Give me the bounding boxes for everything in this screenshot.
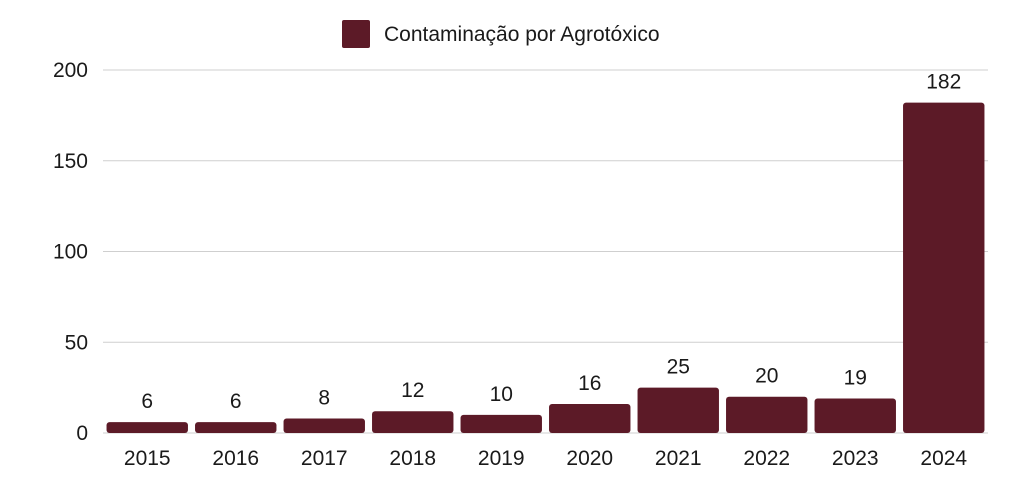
bar-2016 <box>195 422 277 433</box>
data-label-2018: 12 <box>401 379 424 402</box>
x-tick-label-2019: 2019 <box>478 447 525 470</box>
data-label-2023: 19 <box>844 367 867 390</box>
x-tick-label-2015: 2015 <box>124 447 171 470</box>
data-label-2016: 6 <box>230 390 242 413</box>
bar-2023 <box>814 398 896 433</box>
x-tick-label-2016: 2016 <box>212 447 259 470</box>
legend-swatch <box>342 20 370 48</box>
x-tick-label-2017: 2017 <box>301 447 348 470</box>
data-label-2019: 10 <box>490 383 513 406</box>
data-label-2021: 25 <box>667 356 690 379</box>
data-label-2024: 182 <box>926 71 961 94</box>
bar-2018 <box>372 411 454 433</box>
x-tick-label-2023: 2023 <box>832 447 879 470</box>
y-tick-label: 100 <box>53 241 88 264</box>
bars <box>106 102 985 434</box>
bar-2022 <box>726 396 808 433</box>
data-label-2022: 20 <box>755 365 778 388</box>
x-tick-label-2024: 2024 <box>920 447 967 470</box>
bar-2019 <box>460 414 542 433</box>
data-label-2017: 8 <box>318 386 330 409</box>
x-tick-label-2021: 2021 <box>655 447 702 470</box>
legend-label: Contaminação por Agrotóxico <box>384 23 660 46</box>
y-tick-label: 50 <box>65 331 88 354</box>
data-label-2015: 6 <box>141 390 153 413</box>
bar-2020 <box>549 403 631 433</box>
bar-2021 <box>637 387 719 433</box>
y-tick-label: 0 <box>76 422 88 445</box>
x-tick-label-2020: 2020 <box>566 447 613 470</box>
y-axis-ticks: 0 50 100 150 200 <box>53 59 88 445</box>
data-label-2020: 16 <box>578 372 601 395</box>
bar-2024 <box>903 102 985 434</box>
bar-2017 <box>283 418 365 433</box>
bar-2015 <box>106 422 188 433</box>
x-tick-label-2018: 2018 <box>389 447 436 470</box>
x-axis-ticks: 2015 2016 2017 2018 2019 2020 2021 2022 2023 2024 <box>124 447 968 470</box>
y-tick-label: 150 <box>53 150 88 173</box>
y-tick-label: 200 <box>53 59 88 82</box>
data-labels: 6 6 8 12 10 16 25 20 19 182 <box>141 71 961 413</box>
legend: Contaminação por Agrotóxico <box>342 20 660 48</box>
x-tick-label-2022: 2022 <box>743 447 790 470</box>
